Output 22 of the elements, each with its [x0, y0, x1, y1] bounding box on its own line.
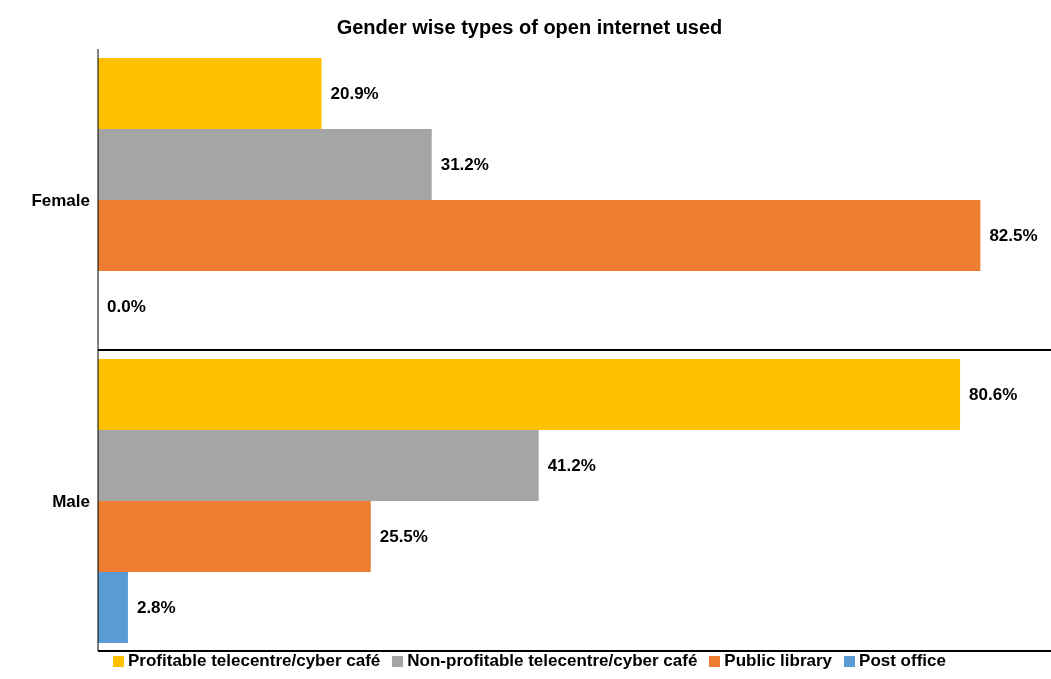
y-tick-label: Female: [31, 190, 90, 210]
bar: [98, 501, 371, 573]
bar: [98, 200, 981, 272]
data-label: 20.9%: [330, 84, 379, 104]
legend-label: Non-profitable telecentre/cyber café: [406, 651, 698, 671]
bar: [98, 58, 322, 130]
legend-label: Profitable telecentre/cyber café: [127, 651, 381, 671]
data-label: 82.5%: [989, 226, 1038, 246]
bar: [98, 129, 432, 201]
legend-label: Public library: [723, 651, 833, 671]
data-label: 41.2%: [547, 456, 596, 476]
data-label: 31.2%: [440, 155, 489, 175]
data-label: 80.6%: [969, 385, 1018, 405]
y-tick-label: Male: [52, 491, 90, 511]
bar: [98, 359, 961, 431]
bar: [98, 430, 539, 502]
legend-label: Post office: [858, 651, 946, 671]
data-label: 2.8%: [136, 598, 176, 618]
data-label: 25.5%: [379, 527, 428, 547]
bar: [98, 572, 128, 644]
data-label: 0.0%: [107, 297, 146, 317]
chart-title: Gender wise types of open internet used: [335, 15, 724, 40]
